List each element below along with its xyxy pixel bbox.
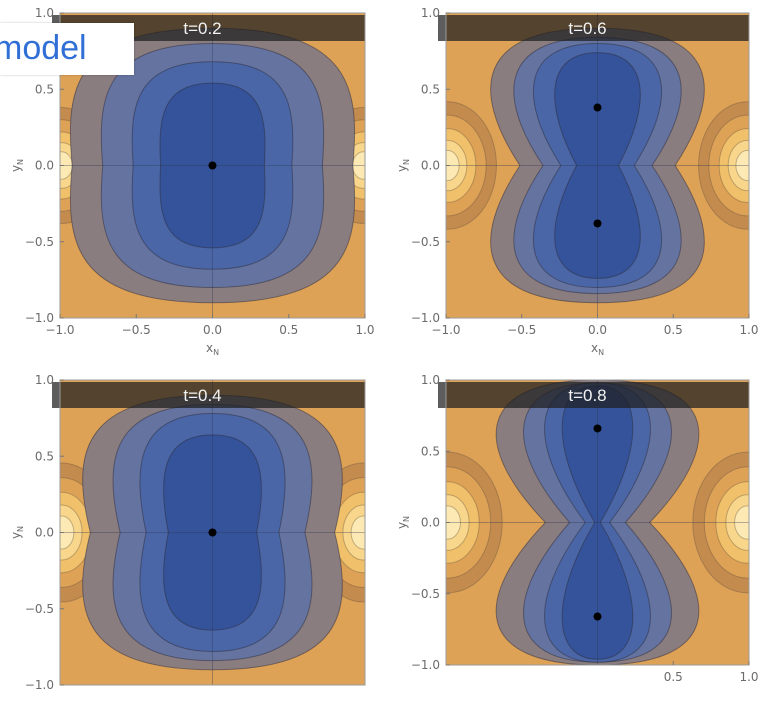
y-tick-label: 1.0 [421, 6, 440, 20]
y-tick-label: 1.0 [35, 6, 54, 20]
hotspot-contour [735, 149, 749, 182]
y-tick-label: 0.0 [421, 516, 440, 530]
y-tick-label: −1.0 [411, 658, 440, 672]
x-tick-label: −1.0 [45, 323, 74, 337]
y-tick-label: 0.5 [421, 444, 440, 458]
x-tick-label: −0.5 [122, 323, 151, 337]
y-tick-label: 0.0 [35, 526, 54, 540]
y-axis-label: yN [395, 516, 411, 529]
y-tick-label: −1.0 [25, 311, 54, 325]
panel-title: t=0.4 [183, 386, 221, 405]
x-tick-label: 0.5 [664, 323, 683, 337]
panel-title: t=0.6 [568, 19, 606, 38]
y-tick-label: 1.0 [421, 373, 440, 387]
y-tick-label: 0.0 [421, 159, 440, 173]
hotspot-contour [734, 505, 749, 540]
x-tick-label: 0.0 [203, 323, 222, 337]
x-tick-label: 1.0 [739, 670, 758, 684]
critical-point [208, 528, 217, 537]
x-axis-label: xN [591, 341, 604, 357]
critical-point [593, 424, 602, 433]
y-tick-label: 0.5 [35, 82, 54, 96]
y-axis-label: yN [9, 159, 25, 172]
panel-title: t=0.2 [183, 19, 221, 38]
title-bar [438, 15, 749, 41]
y-tick-label: 0.0 [35, 159, 54, 173]
hotspot-contour [60, 515, 75, 550]
contour-panel: t=0.4 1.0 0.5 0.0 −0.5 −1.0 yN [9, 373, 366, 692]
x-tick-label: 1.0 [739, 323, 758, 337]
critical-point [593, 219, 602, 228]
model-label: model [0, 29, 87, 67]
hotspot-contour [350, 515, 365, 550]
y-tick-label: −1.0 [411, 311, 440, 325]
x-tick-label: −1.0 [431, 323, 460, 337]
contour-panel: t=0.2 1.0 0.5 0.0 −0.5 −1.0−1.0 −0.5 0.0 0.5 1.0 y… [9, 6, 375, 357]
y-tick-label: −0.5 [411, 235, 440, 249]
panel-title: t=0.8 [568, 386, 606, 405]
critical-point [208, 161, 217, 170]
y-axis-label: yN [9, 526, 25, 539]
x-tick-label: 0.0 [588, 323, 607, 337]
y-tick-label: −1.0 [25, 678, 54, 692]
y-tick-label: 1.0 [35, 373, 54, 387]
x-tick-label: −0.5 [507, 323, 536, 337]
x-tick-label: 1.0 [355, 323, 374, 337]
x-tick-label: 0.5 [664, 670, 683, 684]
y-axis-label: yN [395, 159, 411, 172]
y-tick-label: 0.5 [421, 82, 440, 96]
model-label-box [0, 23, 134, 75]
y-tick-label: −0.5 [25, 602, 54, 616]
x-axis-label: xN [206, 341, 219, 357]
y-tick-label: −0.5 [411, 587, 440, 601]
contour-panel: t=0.8 1.0 0.5 0.0 −0.5 −1.0 0.5 1.0 yN [395, 373, 759, 684]
critical-point [593, 103, 602, 112]
contour-panel: t=0.6 1.0 0.5 0.0 −0.5 −1.0−1.0 −0.5 0.0 0.5 1.0 y… [395, 6, 759, 357]
title-bar [438, 382, 749, 408]
y-tick-label: −0.5 [25, 235, 54, 249]
title-bar [52, 382, 365, 408]
hotspot-contour [446, 505, 461, 540]
x-tick-label: 0.5 [279, 323, 298, 337]
y-tick-label: 0.5 [35, 449, 54, 463]
critical-point [593, 612, 602, 621]
contour-level [554, 52, 641, 279]
hotspot-contour [446, 149, 460, 182]
